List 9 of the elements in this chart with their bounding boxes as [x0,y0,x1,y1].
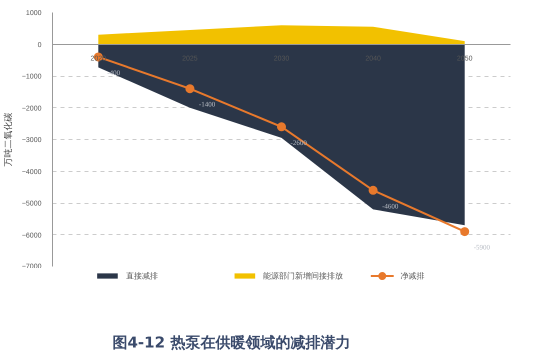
legend-label: 净减排 [400,272,425,281]
legend-label: 直接减排 [126,272,158,281]
point [277,122,286,132]
legend-label: 能源部门新增间接排放 [263,272,344,281]
y-axis-title: 万吨二氧化碳 [2,112,14,166]
point [185,84,194,94]
text: 图4-12 热泵在供暖领域的减排潜力 [112,334,350,352]
point [368,186,378,195]
point [460,227,470,236]
